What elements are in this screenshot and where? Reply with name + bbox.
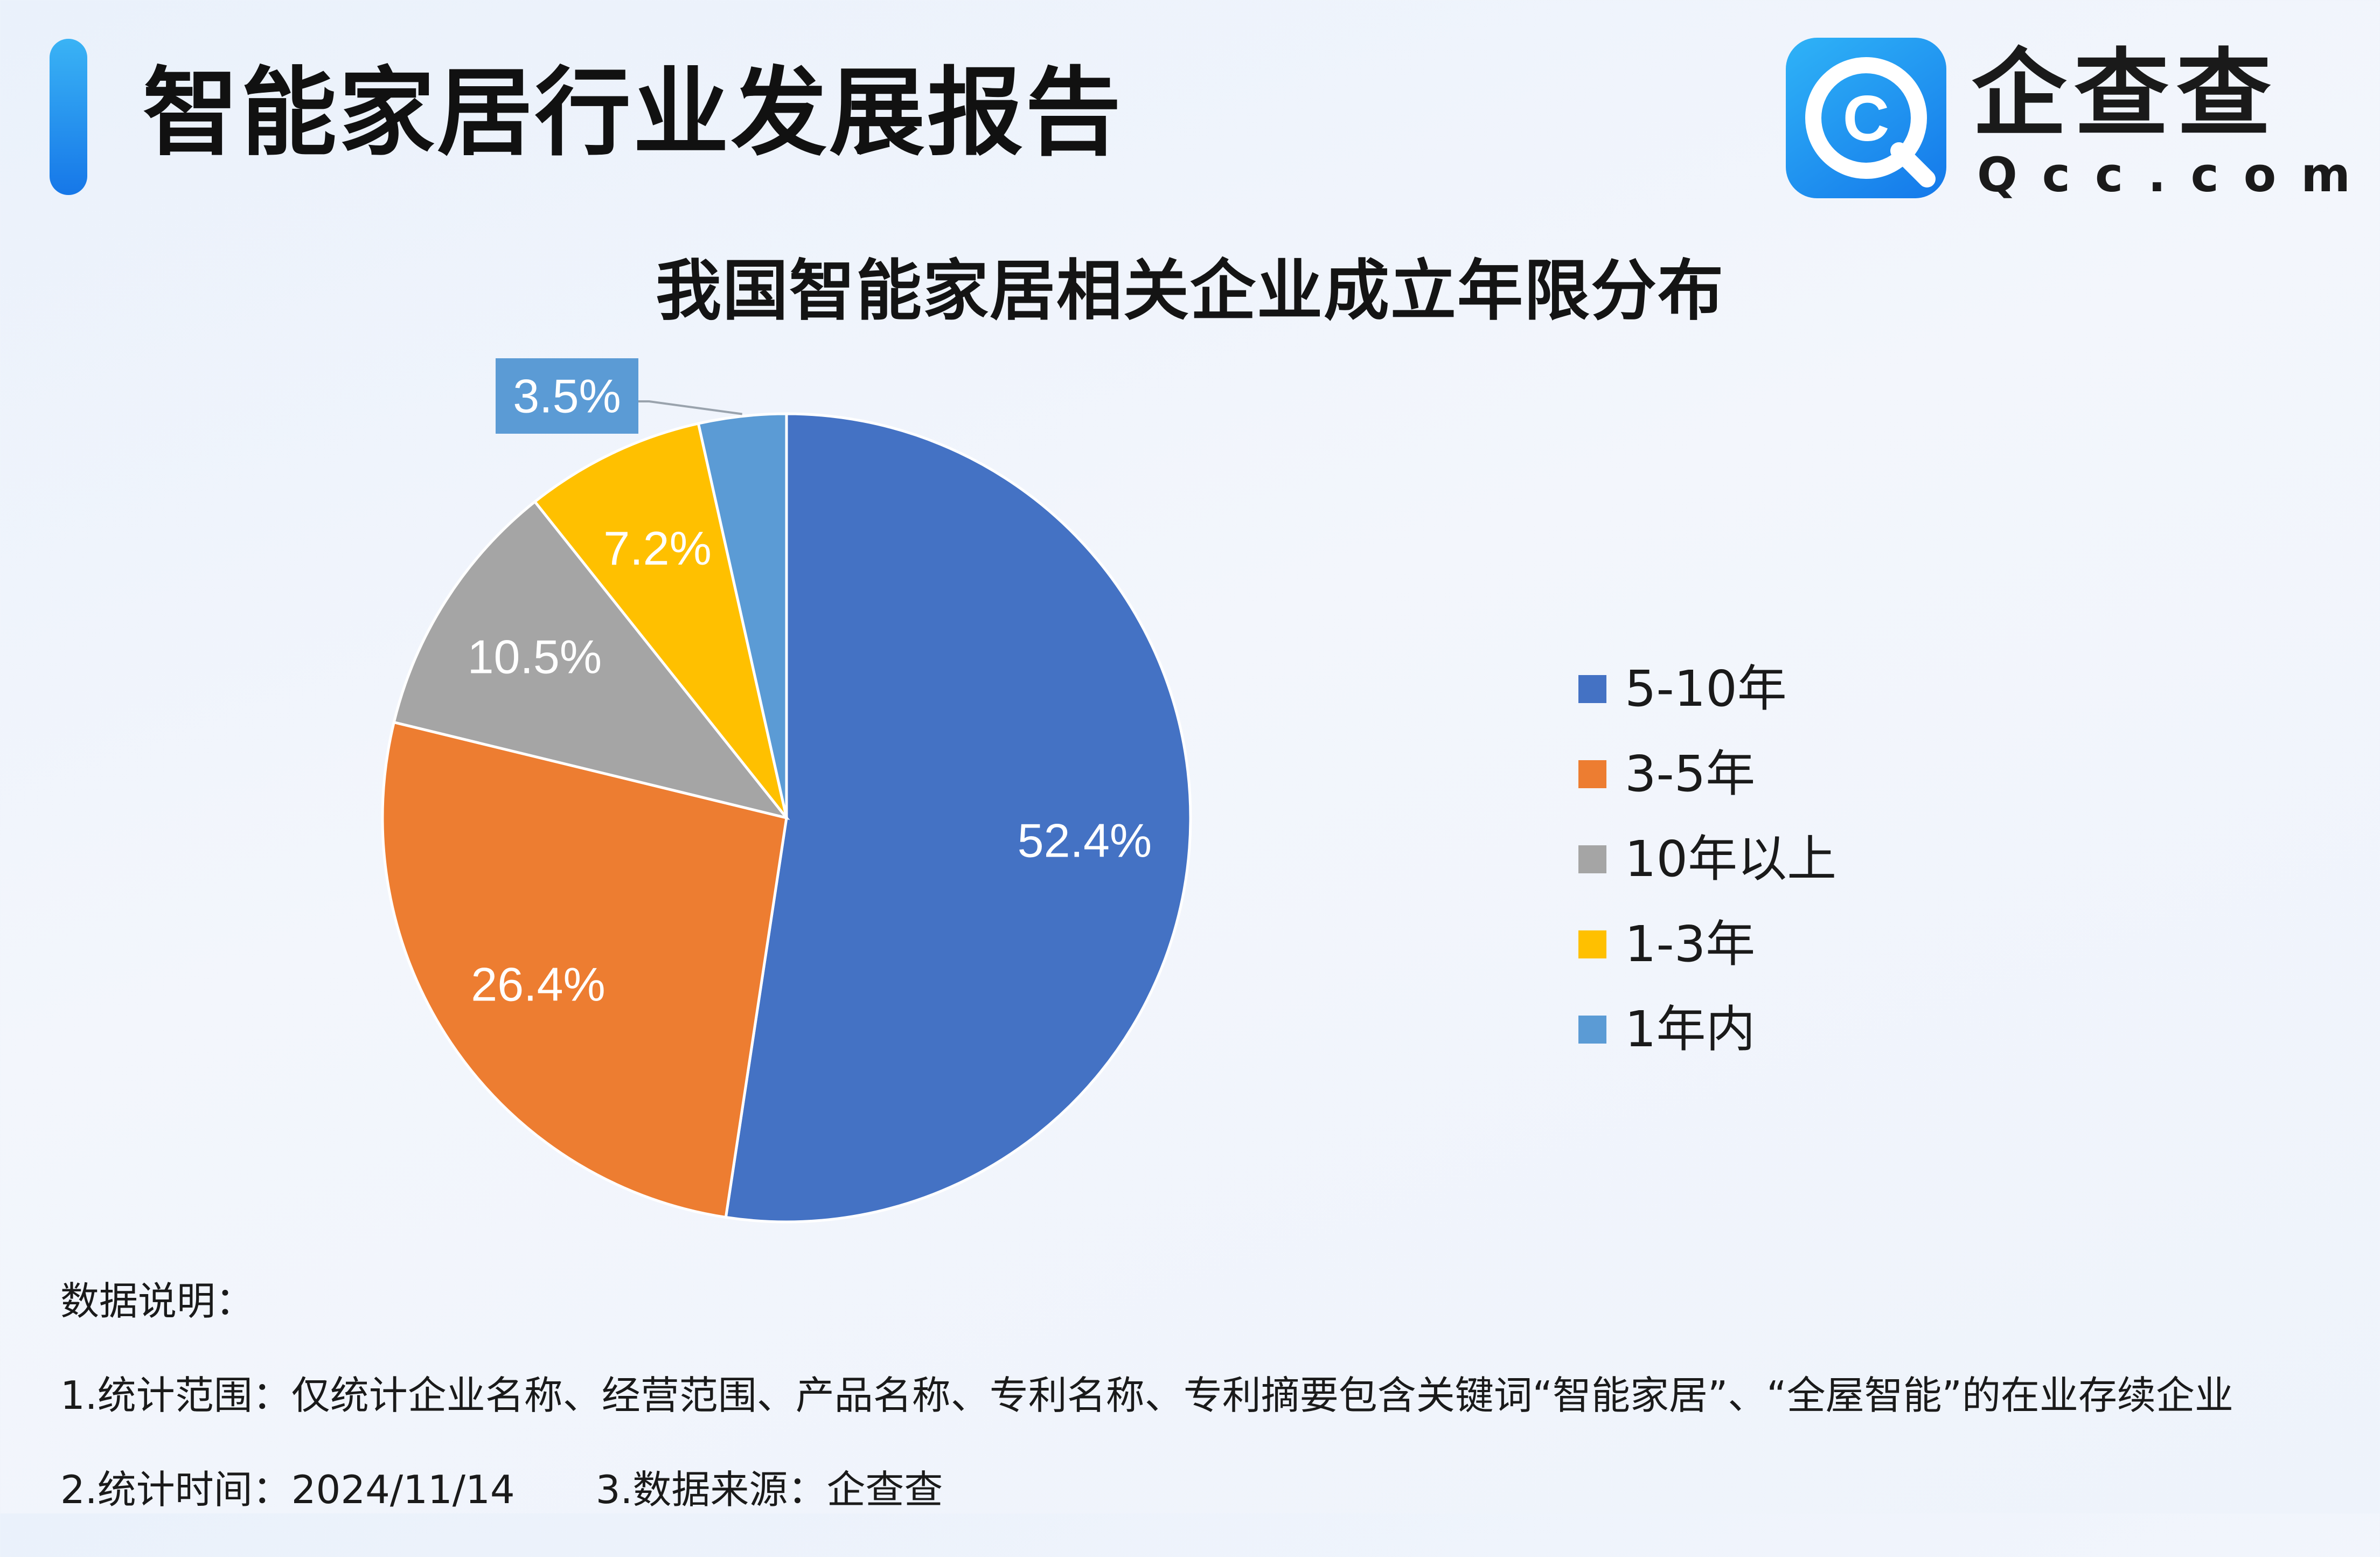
chart-legend: 5-10年 3-5年 10年以上 1-3年 1年内 (1578, 647, 1836, 1072)
legend-label: 1年内 (1625, 1000, 1756, 1058)
notes-scope: 1.统计范围：仅统计企业名称、经营范围、产品名称、专利名称、专利摘要包含关键词“… (60, 1373, 2233, 1418)
notes-source: 3.数据来源：企查查 (595, 1467, 943, 1512)
legend-label: 5-10年 (1625, 660, 1787, 718)
data-notes: 数据说明： 1.统计范围：仅统计企业名称、经营范围、产品名称、专利名称、专利摘要… (60, 1274, 2233, 1557)
pie-slice (533, 422, 788, 819)
data-label: 52.4% (1018, 814, 1152, 867)
legend-swatch (1578, 845, 1606, 873)
notes-heading: 数据说明： (60, 1278, 255, 1324)
brand-name-cn: 企查查 (1972, 39, 2279, 149)
legend-item: 1年内 (1578, 987, 1836, 1072)
pie-slice (724, 412, 1192, 1224)
chart-title: 我国智能家居相关企业成立年限分布 (656, 253, 1724, 329)
pie-chart: 52.4% 26.4% 10.5% 7.2% 3.5% (381, 358, 1192, 1224)
legend-label: 1-3年 (1625, 915, 1756, 973)
legend-item: 5-10年 (1578, 647, 1836, 732)
pie-data-labels: 52.4% 26.4% 10.5% 7.2% 3.5% (468, 358, 1152, 1011)
legend-swatch (1578, 1016, 1606, 1044)
pie-slice (392, 499, 790, 821)
pie-slice (381, 720, 788, 1219)
data-label-box (496, 358, 638, 434)
qcc-logo-icon: C (1786, 38, 1946, 198)
data-label: 10.5% (468, 630, 602, 684)
legend-item: 10年以上 (1578, 817, 1836, 902)
page-title: 智能家居行业发展报告 (143, 57, 1123, 169)
legend-label: 10年以上 (1625, 830, 1837, 888)
legend-label: 3-5年 (1625, 745, 1756, 803)
label-leader-line (638, 400, 742, 415)
logo-letter: C (1843, 82, 1890, 155)
legend-item: 3-5年 (1578, 732, 1836, 817)
pie-slice (697, 412, 788, 818)
brand-name-en: Qcc.com (1977, 147, 2375, 203)
legend-swatch (1578, 930, 1606, 958)
header-accent-bar (50, 39, 87, 195)
notes-time: 2.统计时间：2024/11/14 (60, 1467, 515, 1512)
pie-slices (381, 412, 1192, 1224)
data-label: 3.5% (513, 370, 621, 423)
legend-swatch (1578, 675, 1606, 703)
notes-time-source: 2.统计时间：2024/11/14 3.数据来源：企查查 (60, 1463, 2233, 1517)
data-label: 26.4% (471, 958, 606, 1011)
legend-item: 1-3年 (1578, 902, 1836, 987)
data-label: 7.2% (603, 522, 712, 575)
legend-swatch (1578, 760, 1606, 788)
brand-logo: C 企查查 Qcc.com (1786, 38, 2350, 202)
